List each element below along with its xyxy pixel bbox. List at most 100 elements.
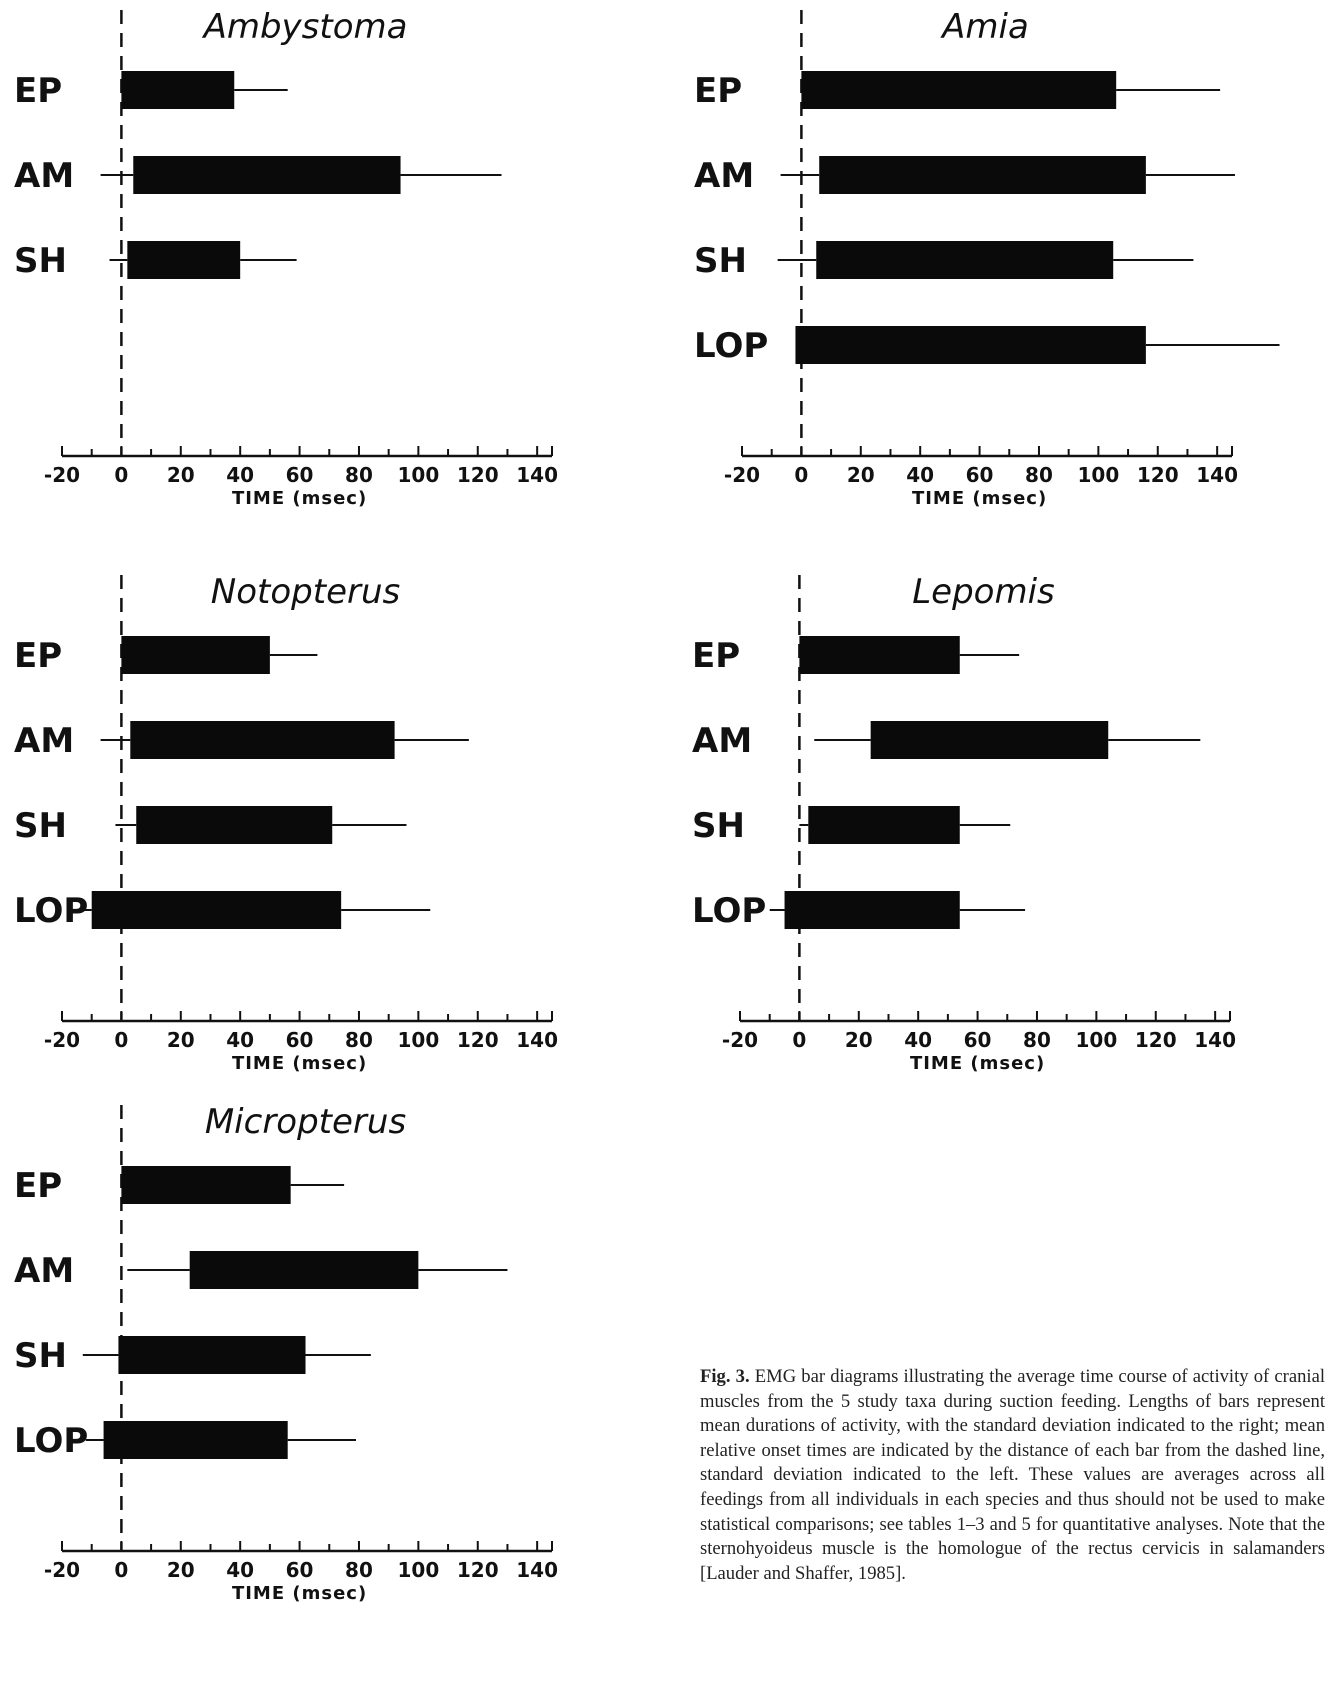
x-tick-label: 0 (114, 463, 128, 487)
activity-bar-sh (816, 241, 1114, 279)
row-label-ep: EP (692, 636, 740, 676)
x-tick-label: -20 (44, 1028, 80, 1052)
chart-lepomis: Lepomis EP AM SH LOP -20 0 20 40 60 80 100 120 140 TIM… (692, 572, 1236, 1074)
x-tick-label: 40 (226, 463, 254, 487)
activity-bar-ep (121, 1166, 291, 1204)
row-label-lop: LOP (14, 1421, 88, 1461)
x-tick-label: 100 (397, 1028, 439, 1052)
x-tick-label: 80 (345, 1558, 373, 1582)
chart-title: Amia (940, 7, 1029, 47)
x-tick-label: 0 (114, 1028, 128, 1052)
panel-notopterus: Notopterus EP AM SH LOP -20 0 20 40 60 80 100 120 140… (0, 565, 600, 1074)
row-label-am: AM (14, 1251, 74, 1291)
x-tick-label: 100 (397, 1558, 439, 1582)
caption-text: EMG bar diagrams illustrating the averag… (700, 1366, 1325, 1584)
activity-bar-sh (118, 1336, 306, 1374)
activity-bar-sh (136, 806, 333, 844)
row-label-ep: EP (14, 1166, 62, 1206)
x-tick-label: 140 (1194, 1028, 1236, 1052)
row-label-ep: EP (14, 71, 62, 111)
chart-amia: Amia EP AM SH LOP -20 0 20 40 60 80 100 120 140 TIME (… (694, 7, 1280, 509)
activity-bar-ep (121, 636, 270, 674)
caption-label: Fig. 3. (700, 1366, 750, 1387)
activity-bar-am (189, 1251, 419, 1289)
x-tick-label: 0 (792, 1028, 806, 1052)
panel-lepomis: Lepomis EP AM SH LOP -20 0 20 40 60 80 100 120 140 TIM… (678, 565, 1278, 1074)
x-tick-label: 20 (167, 463, 195, 487)
panel-amia: Amia EP AM SH LOP -20 0 20 40 60 80 100 120 140 TIME (… (680, 0, 1280, 509)
x-tick-label: 80 (1025, 463, 1053, 487)
x-tick-label: 40 (906, 463, 934, 487)
activity-bar-am (819, 156, 1146, 194)
x-tick-label: 60 (286, 1028, 314, 1052)
activity-bar-lop (91, 891, 342, 929)
x-tick-label: 120 (1137, 463, 1179, 487)
x-tick-label: 140 (516, 1558, 558, 1582)
x-tick-label: 80 (345, 1028, 373, 1052)
x-tick-label: 80 (1023, 1028, 1051, 1052)
x-tick-label: 120 (457, 463, 499, 487)
x-axis-label: TIME (msec) (232, 1053, 367, 1074)
x-tick-label: 140 (516, 1028, 558, 1052)
x-tick-label: 0 (794, 463, 808, 487)
x-axis-label: TIME (msec) (910, 1053, 1045, 1074)
chart-notopterus: Notopterus EP AM SH LOP -20 0 20 40 60 80 100 120 140… (14, 572, 558, 1074)
row-label-sh: SH (14, 241, 67, 281)
x-axis-label: TIME (msec) (232, 488, 367, 509)
x-tick-label: 120 (1135, 1028, 1177, 1052)
x-tick-label: 20 (167, 1028, 195, 1052)
x-tick-label: 0 (114, 1558, 128, 1582)
x-tick-label: 20 (847, 463, 875, 487)
chart-ambystoma: Ambystoma EP AM SH -20 0 20 40 60 80 100 120 140 TIME… (14, 7, 558, 509)
chart-micropterus: Micropterus EP AM SH LOP -20 0 20 40 60 80 100 120 14… (14, 1102, 558, 1604)
figure-caption: Fig. 3. EMG bar diagrams illustrating th… (700, 1365, 1325, 1586)
x-tick-label: 20 (845, 1028, 873, 1052)
x-tick-label: -20 (724, 463, 760, 487)
row-label-am: AM (14, 156, 74, 196)
activity-bar-ep (121, 71, 235, 109)
x-tick-label: 120 (457, 1028, 499, 1052)
row-label-am: AM (694, 156, 754, 196)
chart-title: Micropterus (205, 1102, 406, 1142)
row-label-am: AM (692, 721, 752, 761)
x-tick-label: 140 (516, 463, 558, 487)
x-tick-label: 40 (226, 1028, 254, 1052)
chart-title: Lepomis (912, 572, 1055, 612)
activity-bar-ep (801, 71, 1117, 109)
x-tick-label: -20 (44, 463, 80, 487)
activity-bar-lop (103, 1421, 288, 1459)
panel-micropterus: Micropterus EP AM SH LOP -20 0 20 40 60 80 100 120 14… (0, 1095, 600, 1604)
x-tick-label: 20 (167, 1558, 195, 1582)
x-tick-label: -20 (722, 1028, 758, 1052)
activity-bar-lop (795, 326, 1146, 364)
x-tick-label: 100 (397, 463, 439, 487)
chart-title: Ambystoma (202, 7, 408, 47)
row-label-sh: SH (694, 241, 747, 281)
x-axis-label: TIME (msec) (232, 1583, 367, 1604)
row-label-sh: SH (14, 806, 67, 846)
activity-bar-am (133, 156, 401, 194)
activity-bar-lop (784, 891, 960, 929)
x-tick-label: -20 (44, 1558, 80, 1582)
x-tick-label: 60 (964, 1028, 992, 1052)
x-tick-label: 140 (1196, 463, 1238, 487)
activity-bar-ep (799, 636, 960, 674)
row-label-ep: EP (694, 71, 742, 111)
x-tick-label: 60 (286, 1558, 314, 1582)
x-tick-label: 80 (345, 463, 373, 487)
row-label-lop: LOP (14, 891, 88, 931)
x-tick-label: 100 (1077, 463, 1119, 487)
x-tick-label: 60 (966, 463, 994, 487)
row-label-am: AM (14, 721, 74, 761)
activity-bar-sh (127, 241, 241, 279)
chart-title: Notopterus (211, 572, 400, 612)
row-label-sh: SH (692, 806, 745, 846)
x-tick-label: 40 (904, 1028, 932, 1052)
row-label-ep: EP (14, 636, 62, 676)
activity-bar-am (130, 721, 395, 759)
activity-bar-am (870, 721, 1109, 759)
panel-ambystoma: Ambystoma EP AM SH -20 0 20 40 60 80 100 120 140 TIME… (0, 0, 600, 509)
x-tick-label: 100 (1075, 1028, 1117, 1052)
x-tick-label: 60 (286, 463, 314, 487)
row-label-lop: LOP (694, 326, 768, 366)
